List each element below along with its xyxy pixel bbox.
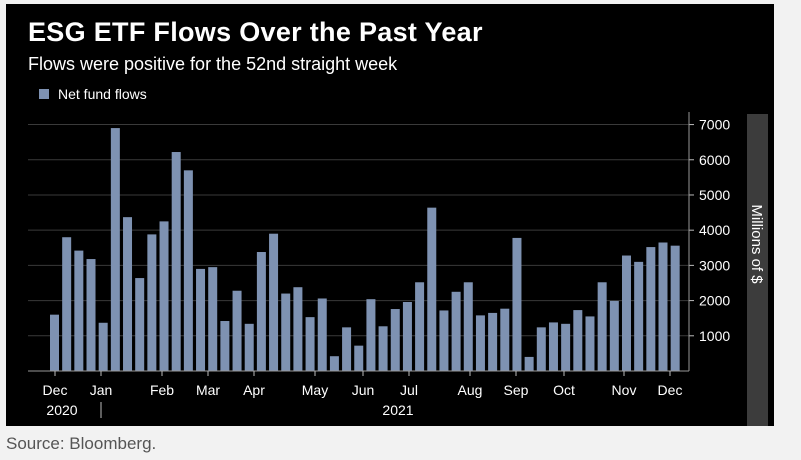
bar [171,152,181,371]
y-tick-label: 7000 [699,117,730,133]
bar [50,314,59,371]
x-tick-label: Sep [504,382,529,398]
bar [305,317,315,371]
bar [488,312,498,371]
legend: Net fund flows [39,86,147,102]
bar [597,282,607,371]
source-note: Source: Bloomberg. [6,434,157,453]
bar [317,298,327,371]
bar [463,282,473,371]
x-tick-label: May [302,382,328,398]
legend-swatch [39,89,49,99]
bars [50,128,680,371]
bar [232,290,242,371]
x-tick-label: Feb [150,382,174,398]
bar [524,356,534,371]
chart-frame: ESG ETF Flows Over the Past Year Flows w… [6,4,774,426]
bar [378,326,388,371]
x-tick-label: Jul [400,382,418,398]
bar [536,327,546,371]
bar [135,278,145,371]
bar [402,302,412,371]
x-tick-label: Mar [196,382,220,398]
bar-chart: 1000 2000 3000 4000 5000 6000 7000 Dec Jan Feb Mar… [28,86,768,426]
bar [196,268,206,371]
bar [366,299,376,371]
bar [123,217,133,371]
bar [147,234,157,371]
x-tick-label: Jan [90,382,113,398]
chart-title: ESG ETF Flows Over the Past Year [28,17,483,47]
bar [390,309,400,371]
y-tick-label: 4000 [699,222,730,238]
bar [439,310,449,371]
x-tick-label: Dec [658,382,683,398]
bar [86,259,96,371]
bar [183,170,193,371]
bar [585,316,595,371]
bar [110,128,120,371]
bar [281,293,291,371]
bar [451,291,461,371]
bar [329,356,339,371]
bar [354,345,364,371]
x-tick-label: Dec [43,382,68,398]
bar [427,207,437,371]
y-tick-label: 2000 [699,293,730,309]
bar [256,252,266,371]
y-tick-label: 6000 [699,152,730,168]
x-tick-label: Nov [612,382,637,398]
y-tick-label: 3000 [699,257,730,273]
bar [415,282,425,371]
bar [159,221,169,371]
unit-band [747,114,768,426]
x-tick-label: Aug [458,382,483,398]
bar [512,237,522,371]
chart-subtitle: Flows were positive for the 52nd straigh… [28,54,398,74]
bar [609,300,619,371]
bar [634,261,644,371]
year-label: 2020 [46,402,77,418]
y-tick-label: 1000 [699,328,730,344]
x-tick-label: Apr [243,382,265,398]
bar [98,322,108,371]
x-tick-label: Oct [553,382,575,398]
bar [548,322,558,371]
bar [621,255,631,371]
bar [475,315,485,371]
bar [646,247,656,371]
bar [269,233,279,371]
x-tick-label: Jun [352,382,375,398]
y-tick-label: 5000 [699,187,730,203]
axes: 1000 2000 3000 4000 5000 6000 7000 Dec Jan Feb Mar… [28,112,768,426]
legend-label: Net fund flows [58,86,147,102]
bar [500,308,510,371]
bar [220,321,230,371]
bar [573,310,583,371]
bar [62,237,72,371]
bar [561,323,571,371]
bar [74,250,84,371]
bar [342,327,352,371]
bar [208,267,218,371]
bar [670,245,680,371]
bar [293,287,303,371]
y-axis-label: Millions of $ [748,204,765,284]
bar [658,242,668,371]
year-label: 2021 [382,402,413,418]
bar [244,323,254,371]
